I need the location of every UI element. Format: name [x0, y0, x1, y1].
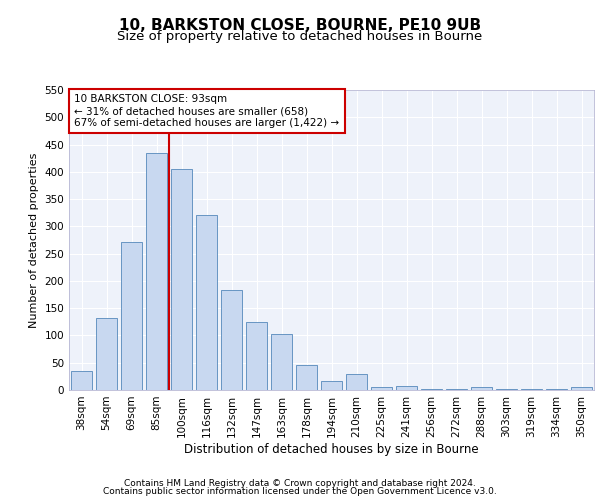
Bar: [71, 371, 92, 390]
Bar: [496, 389, 517, 390]
Text: Size of property relative to detached houses in Bourne: Size of property relative to detached ho…: [118, 30, 482, 43]
Bar: [146, 152, 167, 390]
Y-axis label: Number of detached properties: Number of detached properties: [29, 152, 39, 328]
Bar: [271, 334, 292, 390]
Bar: [96, 318, 117, 390]
Text: Contains HM Land Registry data © Crown copyright and database right 2024.: Contains HM Land Registry data © Crown c…: [124, 478, 476, 488]
Bar: [521, 389, 542, 390]
Bar: [571, 388, 592, 390]
Bar: [246, 322, 267, 390]
Text: 10 BARKSTON CLOSE: 93sqm
← 31% of detached houses are smaller (658)
67% of semi-: 10 BARKSTON CLOSE: 93sqm ← 31% of detach…: [74, 94, 340, 128]
Bar: [396, 386, 417, 390]
Text: Contains public sector information licensed under the Open Government Licence v3: Contains public sector information licen…: [103, 487, 497, 496]
Bar: [196, 216, 217, 390]
Bar: [546, 389, 567, 390]
Bar: [296, 366, 317, 390]
Text: 10, BARKSTON CLOSE, BOURNE, PE10 9UB: 10, BARKSTON CLOSE, BOURNE, PE10 9UB: [119, 18, 481, 32]
Bar: [371, 388, 392, 390]
Bar: [121, 242, 142, 390]
Bar: [421, 389, 442, 390]
Bar: [346, 374, 367, 390]
Bar: [221, 290, 242, 390]
Bar: [471, 388, 492, 390]
Bar: [321, 380, 342, 390]
X-axis label: Distribution of detached houses by size in Bourne: Distribution of detached houses by size …: [184, 442, 479, 456]
Bar: [171, 168, 192, 390]
